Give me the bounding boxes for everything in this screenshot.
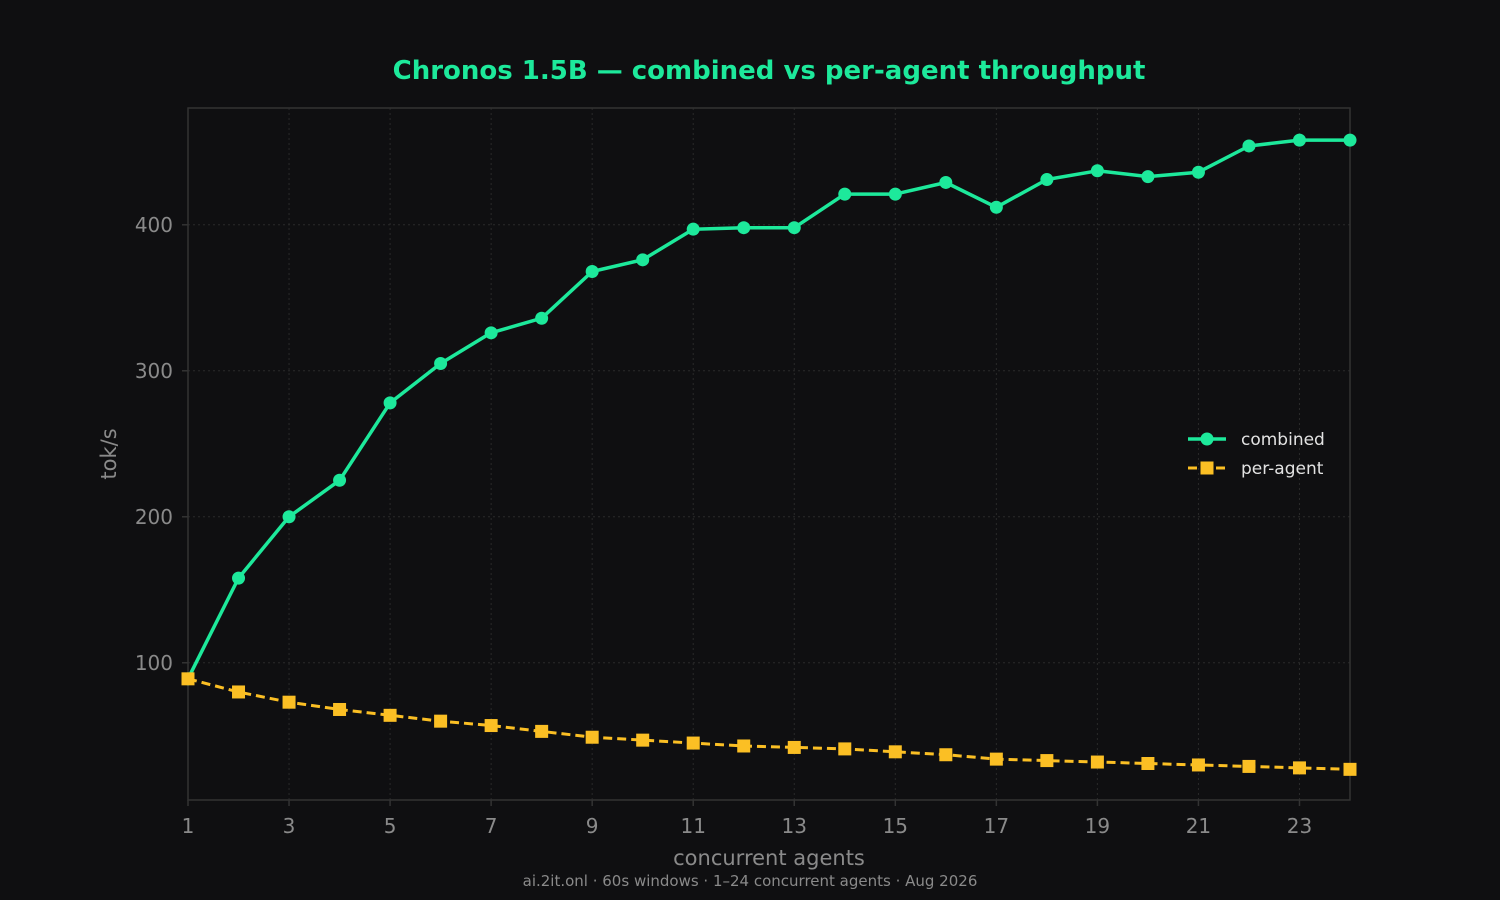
point-per-agent	[484, 719, 498, 733]
x-tick-label: 15	[883, 814, 908, 838]
point-combined	[636, 253, 650, 267]
footer-note: ai.2it.onl · 60s windows · 1–24 concurre…	[523, 872, 978, 890]
point-per-agent	[1292, 761, 1306, 775]
point-per-agent	[1040, 754, 1054, 768]
x-tick-label: 11	[680, 814, 705, 838]
point-per-agent	[939, 748, 953, 762]
point-per-agent	[434, 714, 448, 728]
point-per-agent	[1191, 758, 1205, 772]
point-per-agent	[636, 733, 650, 747]
point-combined	[1292, 133, 1306, 147]
series-per-agent	[181, 672, 1357, 776]
x-tick-label: 3	[283, 814, 296, 838]
point-per-agent	[181, 672, 195, 686]
point-per-agent	[1090, 755, 1104, 769]
point-combined	[383, 396, 397, 410]
point-combined	[232, 571, 246, 585]
x-tick-label: 13	[782, 814, 807, 838]
point-combined	[1040, 173, 1054, 187]
x-tick-label: 9	[586, 814, 599, 838]
point-combined	[989, 200, 1003, 214]
point-combined	[1242, 139, 1256, 153]
point-combined	[888, 187, 902, 201]
x-tick-label: 1	[182, 814, 195, 838]
point-per-agent	[989, 752, 1003, 766]
y-tick-label: 200	[135, 505, 173, 529]
point-per-agent	[888, 745, 902, 759]
y-tick-label: 300	[135, 359, 173, 383]
x-tick-label: 7	[485, 814, 498, 838]
point-combined	[282, 510, 296, 524]
legend: combined per-agent	[1188, 430, 1325, 479]
point-combined	[1090, 164, 1104, 178]
point-combined	[787, 221, 801, 235]
x-tick-label: 5	[384, 814, 397, 838]
legend-per-agent-label: per-agent	[1241, 459, 1324, 479]
x-axis: 1 3 5 7 9 11 13 15 17 19 21 23	[182, 800, 1312, 838]
series-line-per-agent	[187, 677, 1351, 771]
x-tick-label: 19	[1085, 814, 1110, 838]
point-per-agent	[1242, 759, 1256, 773]
point-combined	[535, 311, 549, 325]
point-per-agent	[232, 685, 246, 699]
point-per-agent	[737, 739, 751, 753]
point-per-agent	[333, 702, 347, 716]
x-tick-label: 21	[1186, 814, 1211, 838]
point-combined	[686, 222, 700, 236]
point-per-agent	[383, 708, 397, 722]
point-per-agent	[282, 695, 296, 709]
point-combined	[1141, 170, 1155, 184]
y-axis: 100 200 300 400	[135, 213, 188, 675]
x-tick-label: 17	[984, 814, 1009, 838]
y-tick-label: 400	[135, 213, 173, 237]
point-per-agent	[535, 724, 549, 738]
point-combined	[333, 473, 347, 487]
series	[181, 133, 1357, 776]
point-combined	[838, 187, 852, 201]
legend-per-agent-marker	[1200, 461, 1214, 475]
point-per-agent	[838, 742, 852, 756]
plot-frame	[187, 107, 1351, 801]
y-axis-label: tok/s	[97, 428, 121, 479]
point-combined	[737, 221, 751, 235]
point-combined	[434, 356, 448, 370]
chart-title: Chronos 1.5B — combined vs per-agent thr…	[393, 56, 1146, 86]
point-per-agent	[787, 740, 801, 754]
point-combined	[585, 265, 599, 279]
point-per-agent	[1343, 762, 1357, 776]
point-combined	[1343, 133, 1357, 147]
legend-combined-label: combined	[1241, 430, 1325, 450]
x-axis-label: concurrent agents	[673, 846, 865, 870]
point-combined	[484, 326, 498, 340]
point-per-agent	[686, 736, 700, 750]
point-combined	[939, 175, 953, 189]
x-tick-label: 23	[1287, 814, 1312, 838]
point-combined	[1191, 165, 1205, 179]
legend-combined-marker	[1200, 432, 1214, 446]
point-per-agent	[585, 730, 599, 744]
y-tick-label: 100	[135, 651, 173, 675]
point-per-agent	[1141, 757, 1155, 771]
series-line-combined	[186, 138, 1350, 680]
